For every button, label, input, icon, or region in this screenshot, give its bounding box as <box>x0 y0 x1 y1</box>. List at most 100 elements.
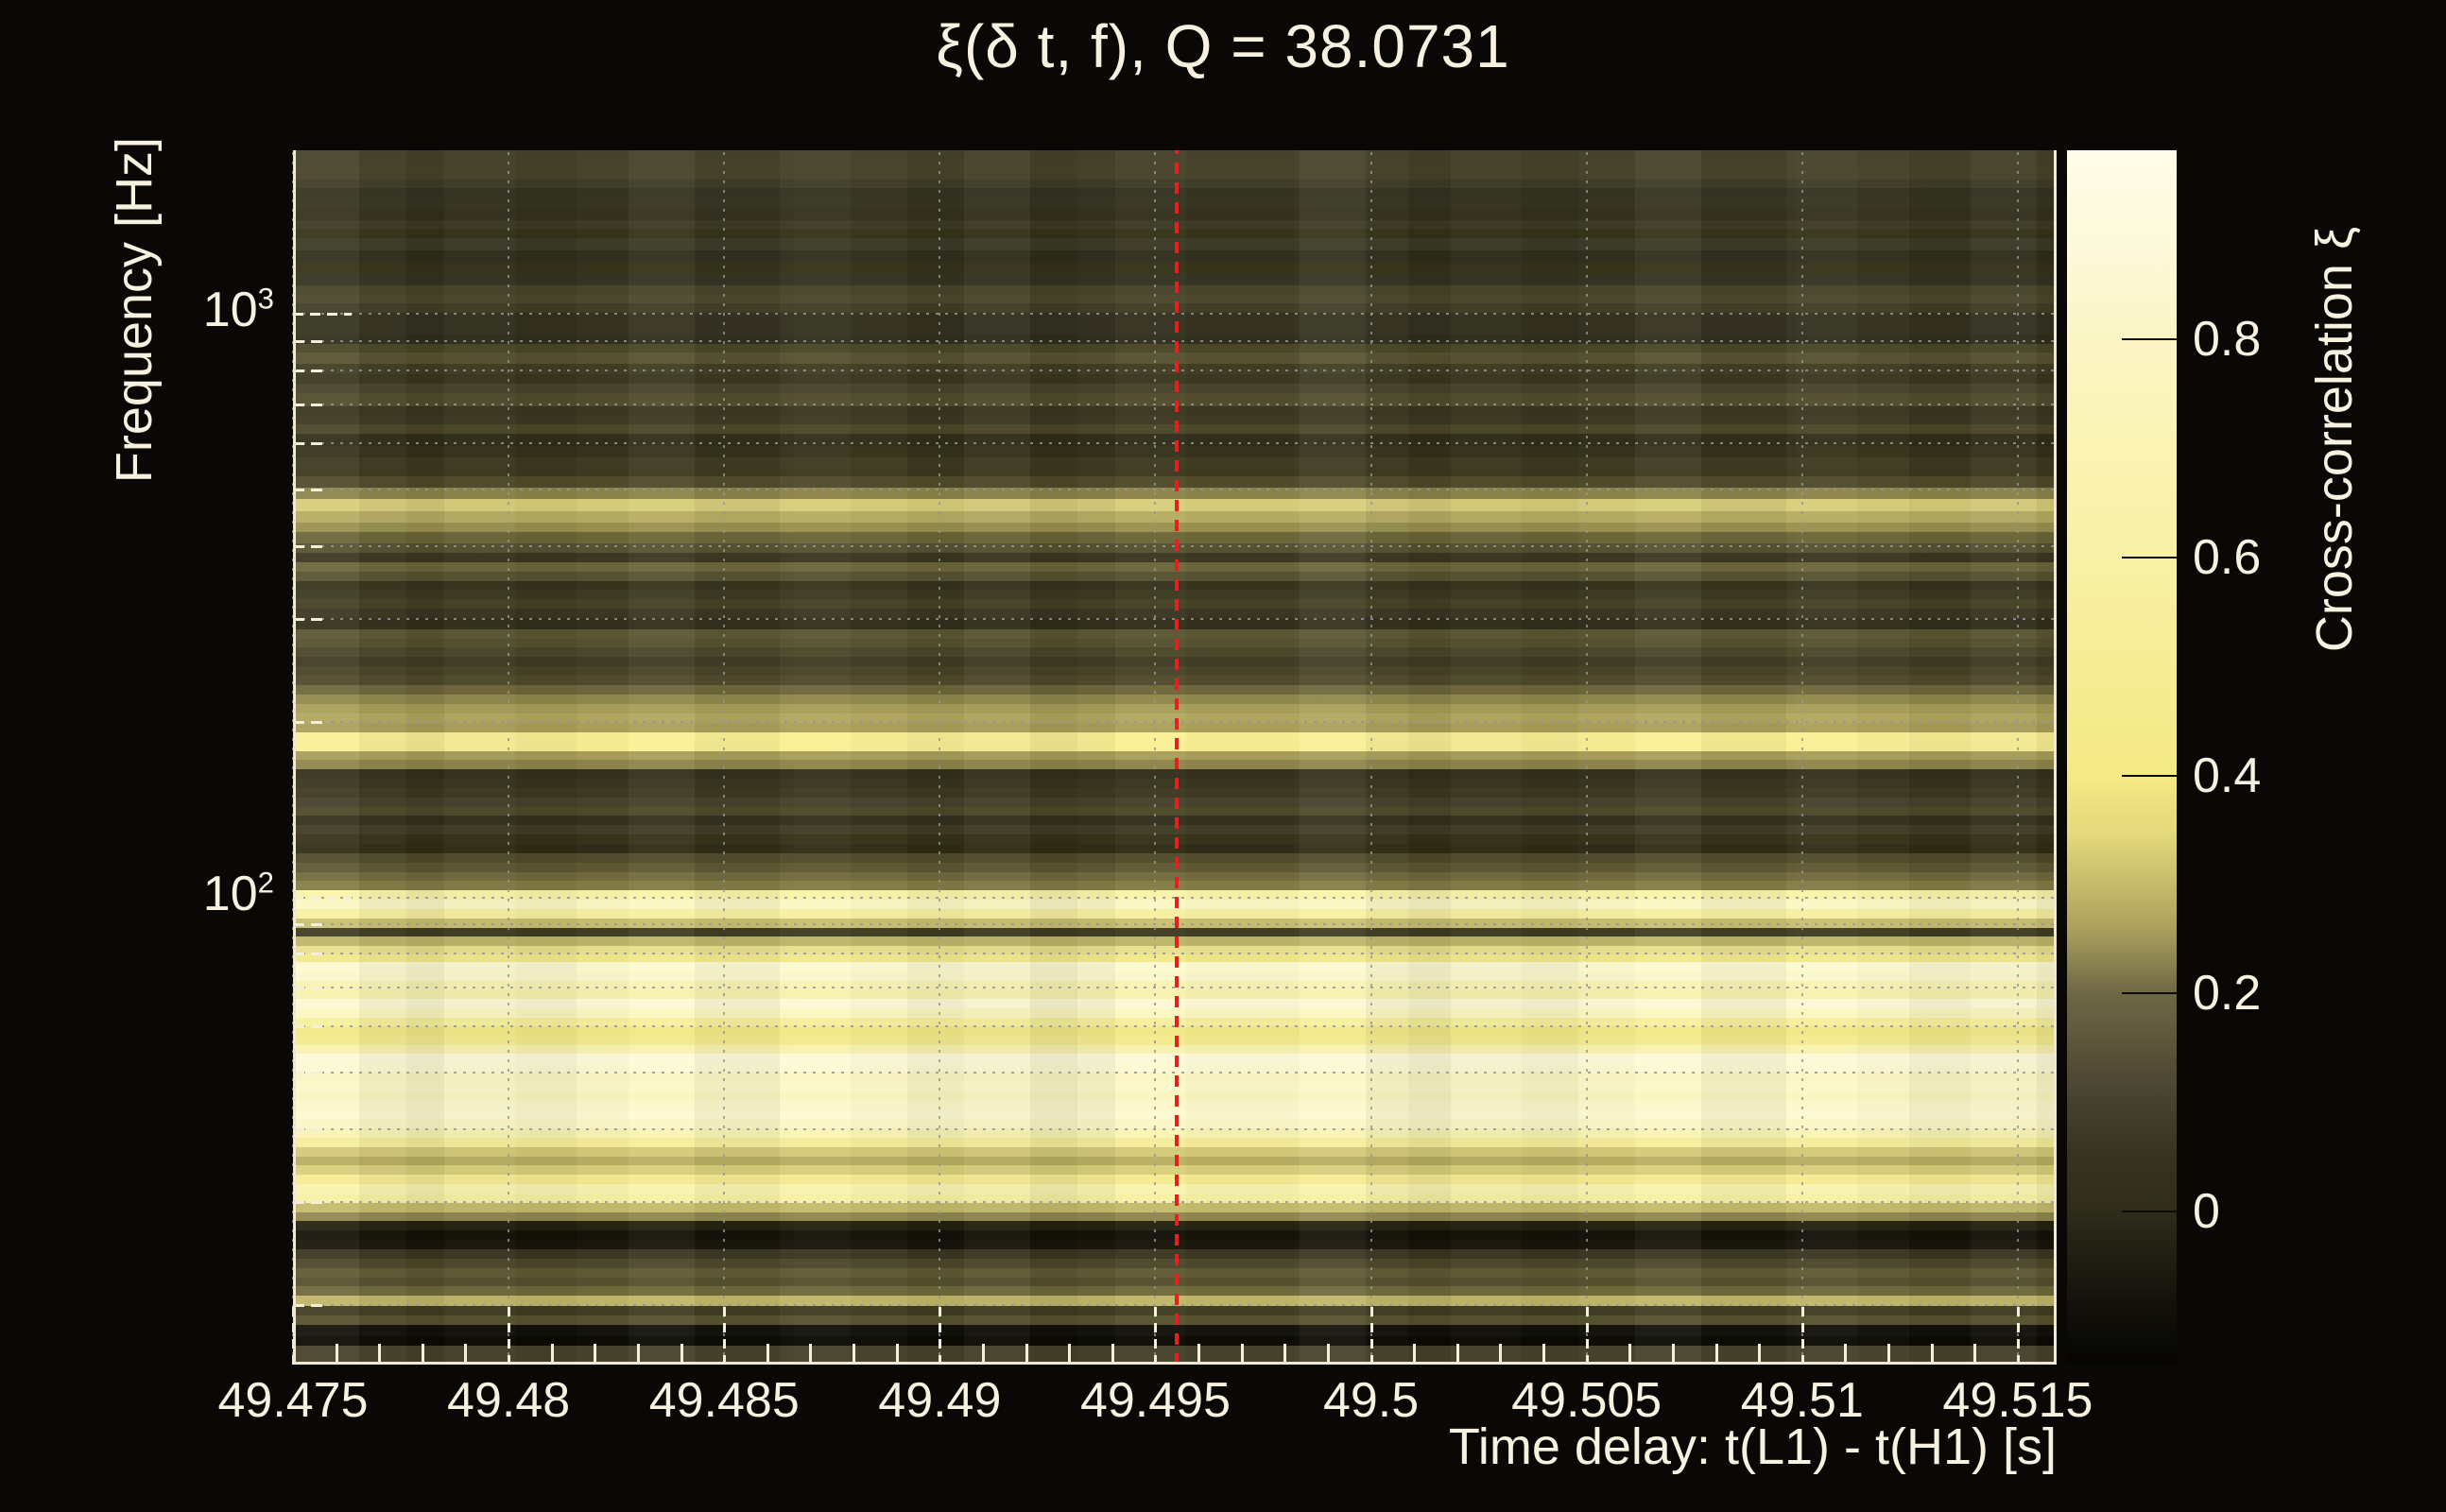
heatmap-band <box>293 806 2057 816</box>
heatmap-band <box>293 657 2057 667</box>
colorbar-tick-label: 0 <box>2193 1184 2220 1240</box>
x-minor-tick <box>1628 1344 1632 1365</box>
heatmap-band <box>293 467 2057 477</box>
heatmap-band <box>293 890 2057 901</box>
heatmap-band <box>293 374 2057 385</box>
x-axis-title: Time delay: t(L1) - t(H1) [s] <box>1448 1418 2057 1475</box>
y-minor-gridline <box>293 339 2057 342</box>
heatmap-band <box>293 1146 2057 1157</box>
heatmap-band <box>293 946 2057 955</box>
heatmap-band <box>293 1211 2057 1222</box>
colorbar-title: Cross-correlation ξ <box>2306 226 2363 653</box>
y-major-tick <box>293 313 352 317</box>
x-tick-label: 49.495 <box>1079 1373 1231 1428</box>
heatmap-band <box>293 1100 2057 1110</box>
heatmap-band <box>293 498 2057 512</box>
heatmap-band <box>293 510 2057 523</box>
y-major-gridline <box>293 313 2057 316</box>
heatmap-band <box>293 580 2057 591</box>
heatmap-band <box>293 532 2057 544</box>
colorbar-tick-label: 0.2 <box>2193 966 2262 1022</box>
heatmap-band <box>293 553 2057 563</box>
heatmap-band <box>293 989 2057 1000</box>
heatmap-band <box>293 1054 2057 1064</box>
x-minor-tick <box>1326 1344 1330 1365</box>
x-major-gridline <box>1585 150 1588 1365</box>
colorbar-tick-label: 0.8 <box>2193 311 2262 367</box>
heatmap-band <box>293 150 2057 163</box>
heatmap-band <box>293 1025 2057 1037</box>
x-minor-tick <box>1283 1344 1287 1365</box>
y-major-gridline <box>293 896 2057 899</box>
x-major-tick <box>1369 1306 1373 1365</box>
heatmap-band <box>293 961 2057 972</box>
x-major-gridline <box>1369 150 1372 1365</box>
y-minor-gridline <box>293 987 2057 989</box>
y-minor-gridline <box>293 618 2057 621</box>
heatmap-band <box>293 1044 2057 1055</box>
heatmap-band <box>293 522 2057 533</box>
colorbar <box>2067 150 2179 1365</box>
x-tick-label: 49.485 <box>648 1373 800 1428</box>
y-tick-label: 103 <box>202 283 274 338</box>
x-minor-tick <box>1887 1344 1891 1365</box>
x-minor-tick <box>766 1344 769 1365</box>
colorbar-tick <box>2122 774 2179 777</box>
x-minor-tick <box>550 1344 554 1365</box>
x-minor-tick <box>1068 1344 1072 1365</box>
axis-ticks <box>292 150 2057 1365</box>
heatmap-band <box>293 238 2057 251</box>
y-tick-label: 102 <box>202 866 274 921</box>
y-minor-gridline <box>293 1072 2057 1074</box>
heatmap-band <box>293 1156 2057 1166</box>
x-minor-tick <box>1714 1344 1718 1365</box>
y-minor-tick <box>293 987 323 990</box>
heatmap-band <box>293 445 2057 458</box>
colorbar-tick <box>2122 337 2179 340</box>
x-major-tick <box>2016 1306 2020 1365</box>
heatmap-band <box>293 666 2057 677</box>
heatmap-band <box>293 1128 2057 1139</box>
heatmap-band <box>293 424 2057 435</box>
y-minor-tick <box>293 442 323 446</box>
heatmap-band <box>293 954 2057 963</box>
heatmap-band <box>293 900 2057 910</box>
x-minor-tick <box>1499 1344 1503 1365</box>
x-minor-tick <box>378 1344 382 1365</box>
x-minor-tick <box>1930 1344 1934 1365</box>
y-minor-tick <box>293 339 323 343</box>
x-major-gridline <box>1154 150 1157 1365</box>
heatmap-band <box>293 723 2057 733</box>
heatmap-band <box>293 1324 2057 1337</box>
y-minor-gridline <box>293 922 2057 925</box>
heatmap-bands <box>293 150 2057 1366</box>
heatmap-band <box>293 1230 2057 1241</box>
x-tick-label: 49.475 <box>217 1373 369 1428</box>
y-minor-gridline <box>293 1025 2057 1028</box>
heatmap-band <box>293 1267 2057 1278</box>
heatmap-band <box>293 476 2057 489</box>
x-minor-tick <box>594 1344 597 1365</box>
y-minor-gridline <box>293 369 2057 372</box>
x-minor-tick <box>1197 1344 1201 1365</box>
right-spine <box>2054 150 2057 1365</box>
x-major-gridline <box>508 150 510 1365</box>
y-minor-gridline <box>293 442 2057 445</box>
x-minor-tick <box>335 1344 338 1365</box>
x-minor-tick <box>1758 1344 1762 1365</box>
colorbar-tick-label: 0.6 <box>2193 529 2262 585</box>
red-dashed-marker-line <box>1175 150 1180 1365</box>
heatmap-band <box>293 1277 2057 1287</box>
heatmap-band <box>293 188 2057 198</box>
heatmap-band <box>293 405 2057 416</box>
x-major-gridline <box>1800 150 1803 1365</box>
heatmap-band <box>293 999 2057 1009</box>
heatmap-band <box>293 543 2057 554</box>
heatmap-band <box>293 229 2057 239</box>
heatmap-band <box>293 844 2057 854</box>
y-minor-tick <box>293 618 323 622</box>
y-minor-gridline <box>293 720 2057 723</box>
heatmap-band <box>293 352 2057 365</box>
heatmap-band <box>293 284 2057 295</box>
x-minor-tick <box>680 1344 683 1365</box>
